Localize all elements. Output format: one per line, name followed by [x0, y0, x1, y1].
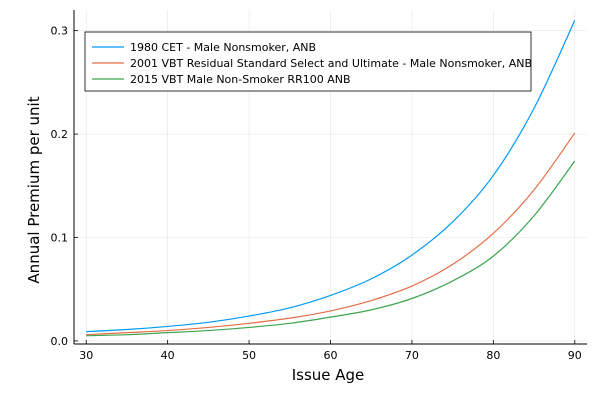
legend-entry-2015-vbt: 2015 VBT Male Non-Smoker RR100 ANB [130, 73, 351, 86]
x-tick-label-90: 90 [568, 349, 582, 362]
legend-entry-2001-vbt: 2001 VBT Residual Standard Select and Ul… [130, 57, 532, 70]
x-tick-label-50: 50 [242, 349, 256, 362]
x-tick-label-40: 40 [161, 349, 175, 362]
series-line-1980-cet [86, 20, 576, 333]
x-tick-label-70: 70 [405, 349, 419, 362]
y-tick-label-1: 0.1 [51, 231, 69, 244]
axes [73, 10, 587, 345]
tick-labels: 30 40 50 60 70 80 90 0.0 0.1 0.2 0.3 [51, 25, 582, 362]
series-line-2001-vbt [86, 132, 576, 336]
x-axis-label: Issue Age [292, 366, 365, 384]
legend-entry-1980-cet: 1980 CET - Male Nonsmoker, ANB [130, 41, 316, 54]
legend-box [84, 31, 532, 92]
y-tick-label-2: 0.2 [51, 128, 69, 141]
legend: 1980 CET - Male Nonsmoker, ANB 2001 VBT … [84, 31, 532, 92]
x-tick-label-80: 80 [486, 349, 500, 362]
series-layer [86, 20, 576, 337]
y-tick-label-3: 0.3 [51, 25, 69, 38]
x-tick-label-60: 60 [324, 349, 338, 362]
x-tick-label-30: 30 [79, 349, 93, 362]
y-axis-label: Annual Premium per unit [25, 96, 43, 283]
series-line-2015-vbt [86, 160, 576, 337]
y-tick-label-0: 0.0 [51, 335, 69, 348]
